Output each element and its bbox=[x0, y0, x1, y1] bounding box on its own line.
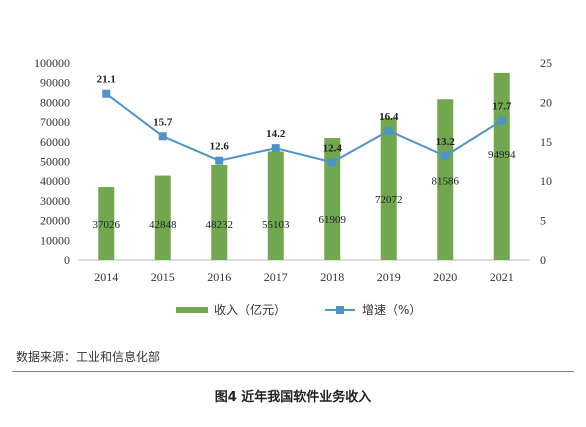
data-source-note: 数据来源：工业和信息化部 bbox=[16, 350, 161, 364]
chart: 0 10000 20000 30000 40000 50000 60000 70000 8000… bbox=[34, 56, 552, 317]
growth-value-label: 12.4 bbox=[323, 142, 343, 154]
right-axis-tick: 25 bbox=[540, 56, 552, 70]
right-axis-tick: 10 bbox=[540, 174, 552, 188]
left-axis-tick: 60000 bbox=[40, 135, 70, 149]
growth-point bbox=[328, 158, 337, 167]
legend-line-label: 增速（%） bbox=[362, 303, 421, 317]
growth-point bbox=[271, 144, 280, 153]
x-axis-tick: 2014 bbox=[94, 270, 118, 284]
bar bbox=[437, 99, 454, 261]
left-axis: 0 10000 20000 30000 40000 50000 60000 70000 8000… bbox=[34, 56, 70, 267]
growth-point bbox=[102, 89, 111, 98]
x-axis: 2014 2015 2016 2017 2018 2019 2020 2021 bbox=[94, 270, 514, 284]
left-axis-tick: 20000 bbox=[40, 214, 70, 228]
bar bbox=[154, 175, 171, 260]
x-axis-tick: 2015 bbox=[151, 270, 175, 284]
growth-point bbox=[497, 116, 506, 125]
legend-bar-label: 收入（亿元） bbox=[214, 302, 286, 317]
x-axis-tick: 2019 bbox=[377, 270, 401, 284]
growth-value-label: 14.2 bbox=[266, 128, 286, 140]
bar-value-label: 81586 bbox=[432, 175, 460, 187]
x-axis-tick: 2017 bbox=[264, 270, 288, 284]
bar bbox=[267, 151, 284, 260]
x-axis-tick: 2021 bbox=[490, 270, 514, 284]
growth-value-label: 16.4 bbox=[379, 111, 399, 123]
legend: 收入（亿元） 增速（%） bbox=[176, 302, 421, 317]
left-axis-tick: 40000 bbox=[40, 174, 70, 188]
legend-line-marker bbox=[336, 306, 344, 314]
growth-value-label: 21.1 bbox=[97, 74, 116, 86]
growth-value-label: 12.6 bbox=[210, 141, 230, 153]
legend-bar-swatch bbox=[176, 307, 208, 313]
right-axis: 0 5 10 15 20 25 bbox=[540, 56, 552, 267]
x-axis-tick: 2018 bbox=[320, 270, 344, 284]
bar-value-label: 94994 bbox=[488, 149, 516, 161]
growth-point bbox=[441, 151, 450, 160]
bar bbox=[380, 118, 397, 260]
x-axis-tick: 2016 bbox=[207, 270, 231, 284]
growth-point bbox=[158, 132, 167, 141]
right-axis-tick: 15 bbox=[540, 135, 552, 149]
growth-value-labels: 21.1 15.7 12.6 14.2 12.4 16.4 13.2 17.7 bbox=[97, 74, 512, 155]
right-axis-tick: 5 bbox=[540, 214, 546, 228]
left-axis-tick: 100000 bbox=[34, 56, 70, 70]
bar bbox=[324, 138, 341, 260]
figure-caption: 图4 近年我国软件业务收入 bbox=[214, 390, 372, 405]
bar bbox=[211, 164, 228, 260]
growth-line-series bbox=[102, 89, 506, 167]
bar-value-label: 61909 bbox=[319, 214, 347, 226]
left-axis-tick: 0 bbox=[64, 253, 70, 267]
growth-point bbox=[215, 156, 224, 165]
left-axis-tick: 90000 bbox=[40, 76, 70, 90]
left-axis-tick: 10000 bbox=[40, 233, 70, 247]
bar-value-label: 48232 bbox=[206, 219, 234, 231]
bar-value-label: 37026 bbox=[93, 219, 121, 231]
right-axis-tick: 20 bbox=[540, 95, 552, 109]
right-axis-tick: 0 bbox=[540, 253, 546, 267]
growth-value-label: 15.7 bbox=[153, 116, 173, 128]
divider bbox=[12, 371, 574, 372]
bar-series bbox=[98, 72, 510, 261]
bar-value-label: 42848 bbox=[149, 219, 177, 231]
left-axis-tick: 70000 bbox=[40, 115, 70, 129]
left-axis-tick: 80000 bbox=[40, 95, 70, 109]
bar-value-label: 72072 bbox=[375, 194, 403, 206]
left-axis-tick: 30000 bbox=[40, 194, 70, 208]
growth-value-label: 17.7 bbox=[492, 101, 512, 113]
bar-value-labels: 37026 42848 48232 55103 61909 72072 81586 94994 bbox=[93, 149, 517, 231]
growth-point bbox=[384, 126, 393, 135]
growth-value-label: 13.2 bbox=[436, 136, 456, 148]
growth-line bbox=[105, 92, 503, 164]
x-axis-tick: 2020 bbox=[433, 270, 457, 284]
bar-value-label: 55103 bbox=[262, 219, 290, 231]
left-axis-tick: 50000 bbox=[40, 155, 70, 169]
bar bbox=[98, 187, 115, 260]
